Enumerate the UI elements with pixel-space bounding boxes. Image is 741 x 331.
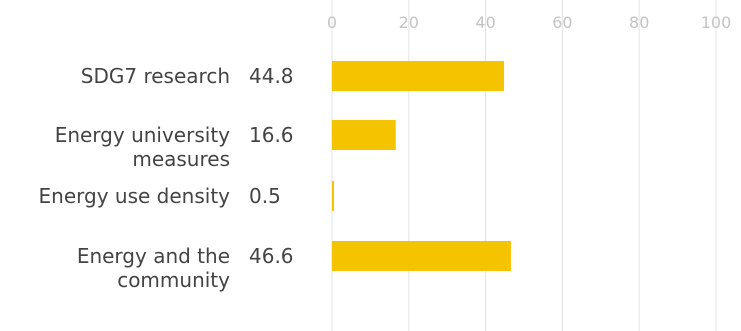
category-label-line: Energy use density [39,184,231,208]
category-label-line: Energy and the [77,244,230,268]
category-label: Energy university measures [55,123,230,171]
x-axis-ticks: 0 20 40 60 80 100 [327,13,731,32]
value-label: 44.8 [249,64,294,88]
gridlines [331,0,717,331]
category-label-line: measures [132,147,230,171]
value-labels: 44.8 16.6 0.5 46.6 [249,64,294,268]
bars [332,61,511,271]
bar [332,181,334,211]
x-tick-label: 0 [327,13,337,32]
value-label: 16.6 [249,123,294,147]
category-label: SDG7 research [81,64,230,88]
bar [332,61,505,91]
bar [332,241,511,271]
category-label-line: SDG7 research [81,64,230,88]
x-tick-label: 60 [552,13,572,32]
value-label: 46.6 [249,244,294,268]
value-label: 0.5 [249,184,281,208]
category-label-line: community [117,268,230,292]
category-label: Energy use density [39,184,231,208]
bar [332,120,396,150]
category-label-line: Energy university [55,123,230,147]
category-label: Energy and the community [77,244,230,292]
x-tick-label: 100 [701,13,732,32]
x-tick-label: 40 [475,13,495,32]
x-tick-label: 20 [399,13,419,32]
x-tick-label: 80 [629,13,649,32]
